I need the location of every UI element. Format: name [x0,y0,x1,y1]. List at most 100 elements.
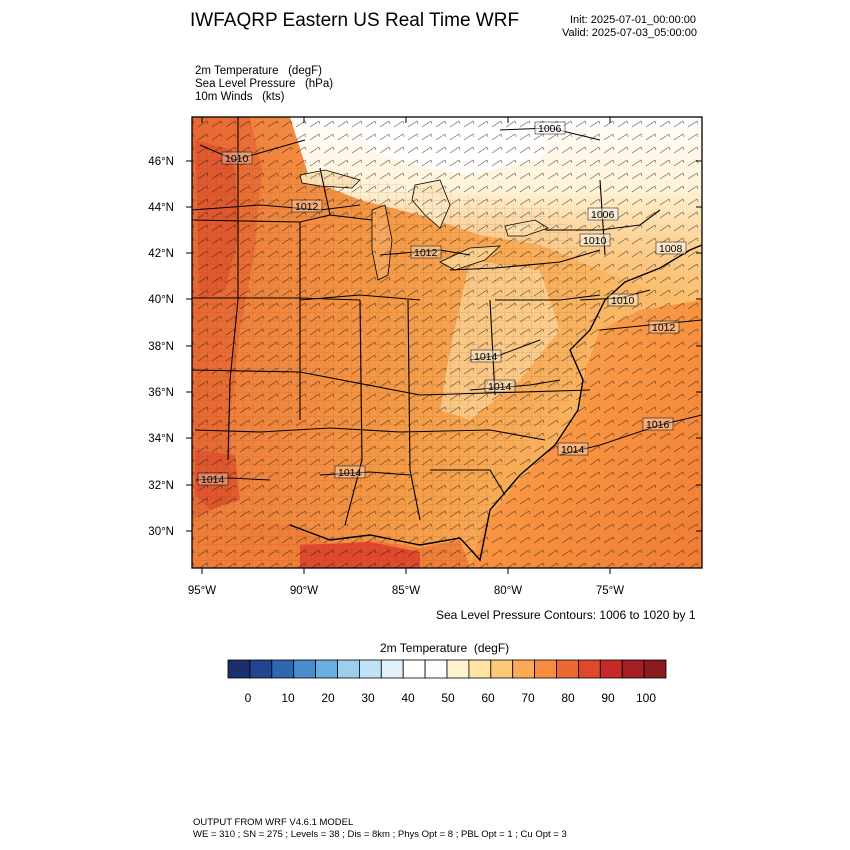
init-time: Init: 2025-07-01_00:00:00 [570,14,696,26]
svg-text:46°N: 46°N [148,156,174,168]
svg-text:1010: 1010 [225,153,249,165]
lat-axis: 46°N 44°N 42°N 40°N 38°N 36°N 34°N 32°N … [148,156,702,538]
colorbar-tick-label: 40 [401,691,415,705]
svg-text:1014: 1014 [201,474,225,486]
pressure-label: 1012 [648,320,680,334]
svg-text:30°N: 30°N [148,526,174,538]
pressure-label: 1012 [291,199,323,213]
pressure-label: 1010 [221,151,253,165]
svg-text:85°W: 85°W [392,585,420,597]
pressure-label: 1010 [579,233,611,247]
colorbar-swatch [271,659,295,679]
colorbar-tick-label: 30 [361,691,375,705]
colorbar-title: 2m Temperature (degF) [380,641,510,655]
coastline [289,244,702,562]
colorbar-swatch [534,659,557,679]
svg-text:1016: 1016 [646,419,670,431]
lat-tick: 40°N [148,294,702,306]
lon-tick: 80°W [494,117,522,597]
colorbar-swatch [337,659,360,679]
model-info-line2: WE = 310 ; SN = 275 ; Levels = 38 ; Dis … [193,829,567,840]
svg-text:1012: 1012 [295,201,319,213]
pressure-label-group: 1006 1010 1012 1012 1006 1010 1008 1010 … [197,121,687,486]
svg-text:1008: 1008 [659,243,683,255]
lat-tick: 38°N [148,341,702,353]
state-boundaries [192,117,661,526]
colorbar-swatch [643,659,667,679]
colorbar-tick-label: 80 [561,691,575,705]
svg-text:1012: 1012 [414,247,438,259]
svg-text:1014: 1014 [561,444,585,456]
valid-time: Valid: 2025-07-03_05:00:00 [562,27,697,39]
colorbar-swatch [446,659,470,679]
lat-tick: 44°N [148,202,702,214]
svg-text:75°W: 75°W [596,585,624,597]
colorbar-swatch [599,659,623,679]
svg-text:1006: 1006 [591,209,615,221]
lon-tick: 75°W [596,117,624,597]
lon-tick: 90°W [290,117,318,597]
svg-text:44°N: 44°N [148,202,174,214]
svg-text:1014: 1014 [474,351,498,363]
colorbar-tick-label: 90 [601,691,615,705]
colorbar-tick-label: 0 [245,691,252,705]
colorbar-tick-label: 60 [481,691,495,705]
colorbar-swatch [512,659,536,679]
model-info-line1: OUTPUT FROM WRF V4.6.1 MODEL [193,817,354,828]
colorbar-swatch [556,659,579,679]
lat-tick: 36°N [148,387,702,399]
colorbar-swatch [249,659,273,679]
colorbar-swatch [490,659,514,679]
pressure-label: 1016 [642,417,674,431]
svg-text:36°N: 36°N [148,387,174,399]
colorbar-tick-label: 100 [636,691,656,705]
svg-text:95°W: 95°W [188,585,216,597]
pressure-contours [192,127,702,481]
colorbar-swatch [227,659,251,679]
temperature-colorbar [227,659,667,679]
lon-axis: 95°W 90°W 85°W 80°W 75°W [188,117,624,597]
pressure-label: 1014 [557,442,589,456]
map-frame [191,116,703,569]
svg-text:90°W: 90°W [290,585,318,597]
pressure-label: 1008 [655,241,687,255]
colorbar-swatch [358,659,382,679]
lon-tick: 95°W [188,117,216,597]
pressure-label: 1014 [197,472,229,486]
pressure-label: 1006 [534,121,566,135]
lat-tick: 34°N [148,433,702,445]
pressure-label: 1010 [607,293,639,307]
svg-text:38°N: 38°N [148,341,174,353]
svg-text:1012: 1012 [652,322,676,334]
colorbar-swatch [578,659,601,679]
colorbar-swatch [402,659,426,679]
pressure-label: 1006 [587,207,619,221]
svg-text:34°N: 34°N [148,433,174,445]
svg-text:1006: 1006 [538,123,562,135]
lat-tick: 32°N [148,480,702,492]
colorbar-tick-label: 10 [281,691,295,705]
pressure-label: 1012 [410,245,442,259]
svg-text:32°N: 32°N [148,480,174,492]
colorbar-swatch [293,659,317,679]
colorbar-labels: 0 10 20 30 40 50 60 70 80 90 100 [245,691,657,705]
colorbar-swatch [380,659,404,679]
colorbar-tick-label: 70 [521,691,535,705]
svg-text:80°W: 80°W [494,585,522,597]
lon-tick: 85°W [392,117,420,597]
svg-text:40°N: 40°N [148,294,174,306]
map-title: IWFAQRP Eastern US Real Time WRF [190,10,520,31]
colorbar-swatch [315,659,338,679]
svg-text:1010: 1010 [611,295,635,307]
field-label-temperature: 2m Temperature (degF) [195,65,322,77]
pressure-label: 1014 [334,465,366,479]
svg-text:1014: 1014 [338,467,362,479]
svg-text:1010: 1010 [583,235,607,247]
lat-tick: 46°N [148,156,702,168]
svg-text:1014: 1014 [488,381,512,393]
colorbar-tick-label: 50 [441,691,455,705]
colorbar-swatch [468,659,492,679]
colorbar-swatch [621,659,645,679]
wind-barbs [192,117,702,568]
